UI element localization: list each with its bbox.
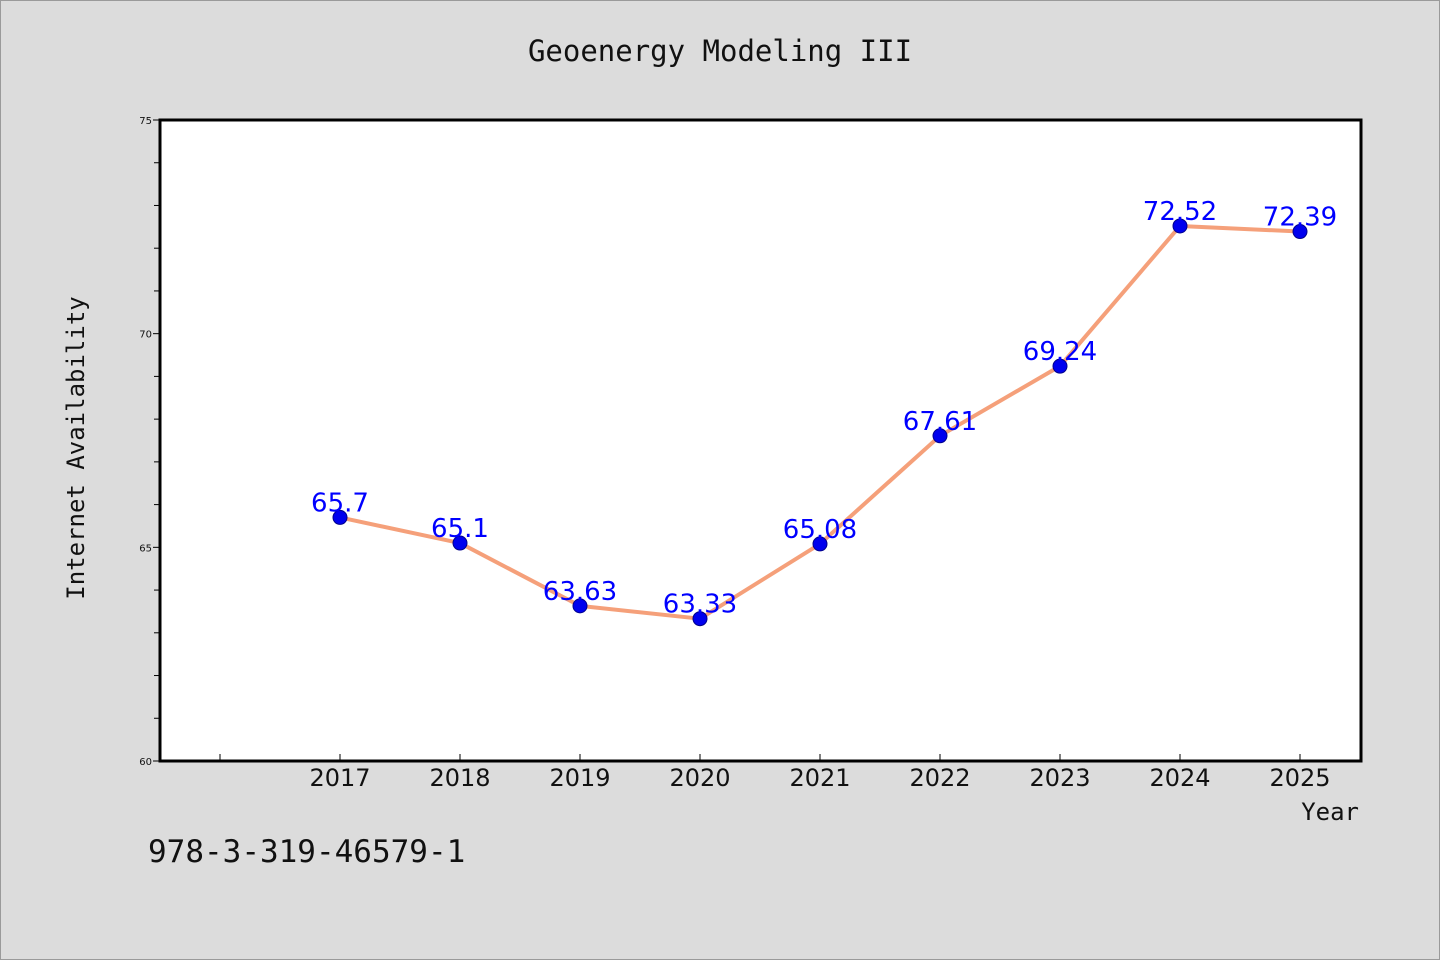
x-axis-label: Year	[1301, 798, 1359, 826]
data-point	[1292, 224, 1308, 240]
data-point	[1052, 358, 1068, 374]
data-point	[452, 535, 468, 551]
y-tick-label: 70	[139, 330, 152, 341]
x-tick-label: 2020	[669, 764, 730, 792]
data-label: 65.08	[783, 515, 857, 545]
plot-area	[158, 118, 1363, 763]
y-tick-label: 65	[139, 543, 152, 554]
data-label: 63.33	[663, 590, 737, 620]
data-point	[572, 598, 588, 614]
x-tick-label: 2018	[429, 764, 490, 792]
footer-identifier: 978-3-319-46579-1	[148, 834, 466, 870]
x-tick-label: 2023	[1029, 764, 1090, 792]
data-label: 72.39	[1263, 203, 1337, 233]
x-tick-label: 2017	[309, 764, 370, 792]
x-tick-label: 2025	[1269, 764, 1330, 792]
series-group: 65.7 65.1 63.63 63.33 65.08 67.61 69.24 72.52 72…	[311, 197, 1337, 627]
y-axis-label: Internet Availability	[62, 296, 90, 599]
data-label: 63.63	[543, 577, 617, 607]
y-tick-label: 60	[139, 757, 152, 768]
x-tick-label: 2021	[789, 764, 850, 792]
data-label: 65.7	[311, 488, 369, 518]
data-point	[1172, 218, 1188, 234]
data-point	[332, 509, 348, 525]
y-tick-label: 75	[139, 116, 152, 127]
x-tick-label: 2022	[909, 764, 970, 792]
data-label: 65.1	[431, 514, 489, 544]
data-label: 72.52	[1143, 197, 1217, 227]
y-axis: 60 65 70 75	[139, 116, 160, 768]
x-tick-label: 2019	[549, 764, 610, 792]
data-point	[812, 536, 828, 552]
data-label: 67.61	[903, 407, 977, 437]
data-point	[932, 428, 948, 444]
data-point	[692, 611, 708, 627]
chart-title: Geoenergy Modeling III	[527, 34, 913, 68]
x-axis: 2017 2018 2019 2020 2021 2022 2023 2024 2025	[219, 754, 1331, 792]
x-tick-label: 2024	[1149, 764, 1210, 792]
data-label: 69.24	[1023, 337, 1097, 367]
